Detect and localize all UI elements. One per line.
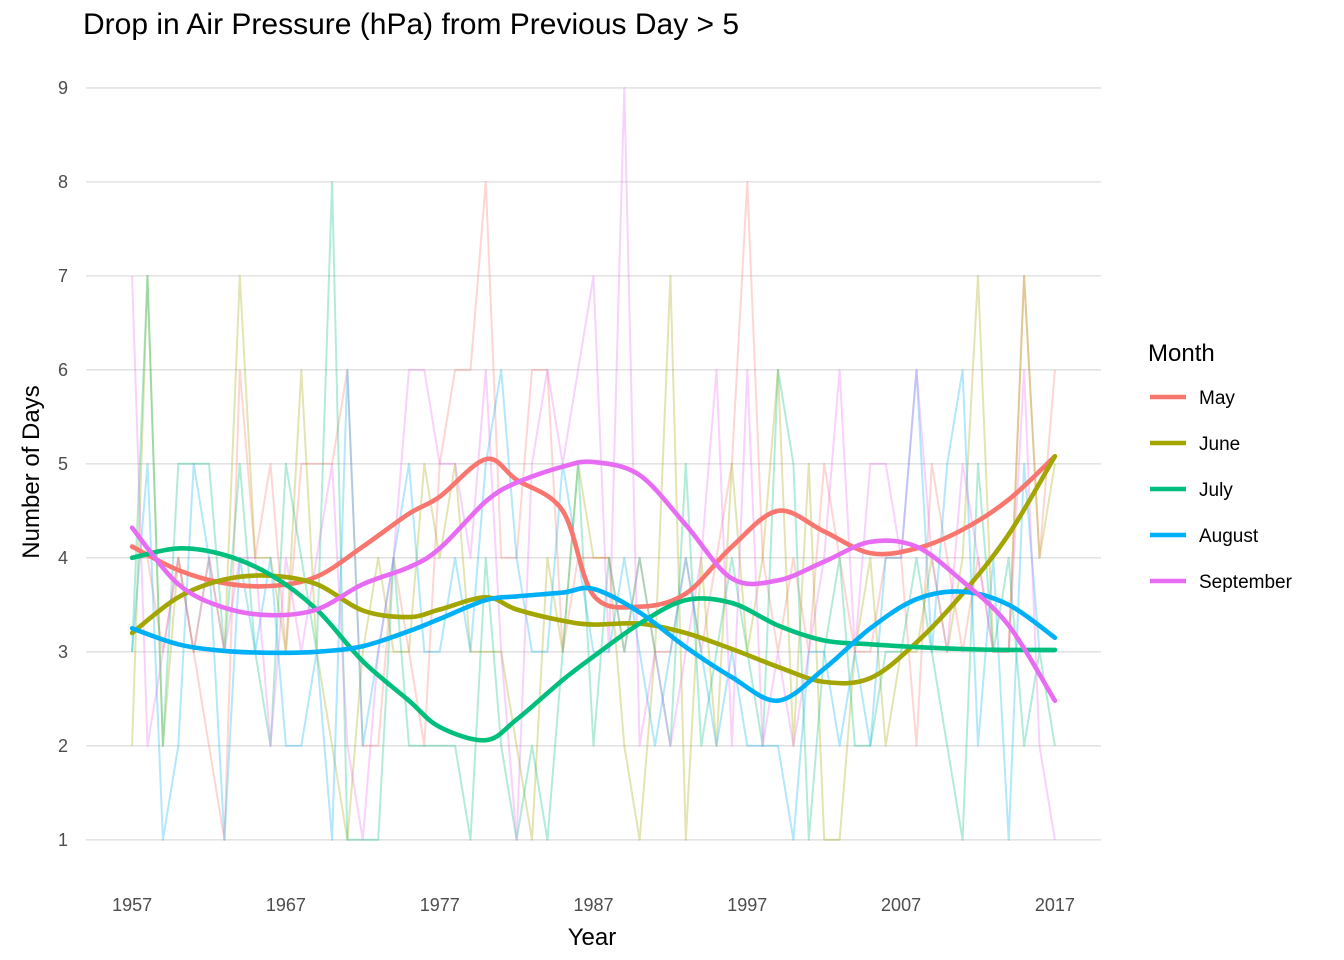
y-tick-label-8: 8: [58, 172, 68, 192]
x-tick-label-2017: 2017: [1035, 895, 1075, 915]
smoothed-series-lines: [129, 454, 1058, 743]
raw-line-september: [131, 86, 1056, 841]
y-tick-label-3: 3: [58, 642, 68, 662]
legend-item-july: July: [1150, 480, 1233, 501]
smooth-line-august: [129, 585, 1058, 704]
legend-label-june: June: [1199, 434, 1240, 455]
legend-title: Month: [1148, 340, 1215, 367]
raw-line-august: [131, 368, 1055, 841]
chart-title: Drop in Air Pressure (hPa) from Previous…: [83, 8, 740, 41]
legend-item-august: August: [1150, 526, 1259, 547]
y-tick-label-4: 4: [58, 548, 68, 568]
legend-label-september: September: [1199, 572, 1293, 593]
y-axis-title: Number of Days: [18, 385, 45, 558]
y-tick-label-2: 2: [58, 736, 68, 756]
legend-label-may: May: [1199, 388, 1235, 409]
x-tick-label-2007: 2007: [881, 895, 921, 915]
x-axis-title: Year: [568, 924, 617, 951]
y-tick-label-6: 6: [58, 360, 68, 380]
raw-line-july: [131, 180, 1056, 841]
y-tick-label-5: 5: [58, 454, 68, 474]
legend-label-july: July: [1199, 480, 1233, 501]
smooth-line-september: [129, 459, 1058, 703]
legend-item-september: September: [1150, 572, 1293, 593]
y-tick-label-9: 9: [58, 78, 68, 98]
x-tick-label-1997: 1997: [727, 895, 767, 915]
legend-item-may: May: [1150, 388, 1235, 409]
legend-label-august: August: [1199, 526, 1259, 547]
smooth-line-july: [129, 546, 1058, 743]
x-tick-label-1967: 1967: [266, 895, 306, 915]
axis-ticks: 1 2 3 4 5 6 7 8 9 1957 1967 1977 1987 1997 2007 2017: [58, 78, 1075, 915]
y-tick-label-7: 7: [58, 266, 68, 286]
x-tick-label-1957: 1957: [112, 895, 152, 915]
x-tick-label-1977: 1977: [420, 895, 460, 915]
legend-item-june: June: [1150, 434, 1240, 455]
smooth-line-may: [129, 454, 1058, 610]
y-tick-label-1: 1: [58, 830, 68, 850]
x-tick-label-1987: 1987: [573, 895, 613, 915]
legend: Month May June July August September: [1148, 340, 1293, 593]
